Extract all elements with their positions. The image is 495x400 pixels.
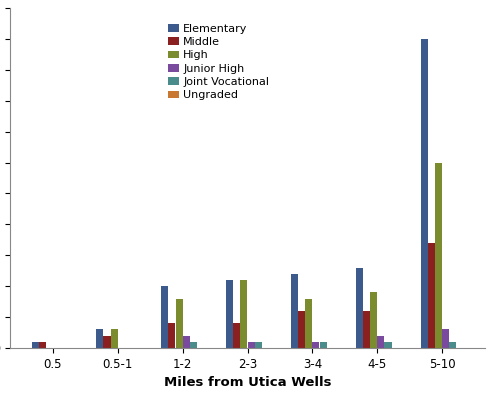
Bar <box>161 286 168 348</box>
X-axis label: Miles from Utica Wells: Miles from Utica Wells <box>164 376 331 389</box>
Bar <box>241 280 248 348</box>
Bar <box>363 311 370 348</box>
Bar <box>254 342 262 348</box>
Bar <box>291 274 298 348</box>
Bar <box>190 342 197 348</box>
Bar <box>370 292 377 348</box>
Bar <box>248 342 254 348</box>
Bar <box>319 342 327 348</box>
Bar <box>103 336 111 348</box>
Bar <box>39 342 46 348</box>
Legend: Elementary, Middle, High, Junior High, Joint Vocational, Ungraded: Elementary, Middle, High, Junior High, J… <box>167 24 269 100</box>
Bar <box>435 162 442 348</box>
Bar <box>384 342 392 348</box>
Bar <box>312 342 319 348</box>
Bar <box>233 323 241 348</box>
Bar <box>183 336 190 348</box>
Bar <box>377 336 384 348</box>
Bar <box>421 39 428 348</box>
Bar <box>449 342 456 348</box>
Bar <box>111 330 118 348</box>
Bar <box>298 311 305 348</box>
Bar <box>168 323 176 348</box>
Bar <box>305 298 312 348</box>
Bar <box>176 298 183 348</box>
Bar <box>356 268 363 348</box>
Bar <box>428 243 435 348</box>
Bar <box>226 280 233 348</box>
Bar <box>97 330 103 348</box>
Bar <box>442 330 449 348</box>
Bar <box>32 342 39 348</box>
